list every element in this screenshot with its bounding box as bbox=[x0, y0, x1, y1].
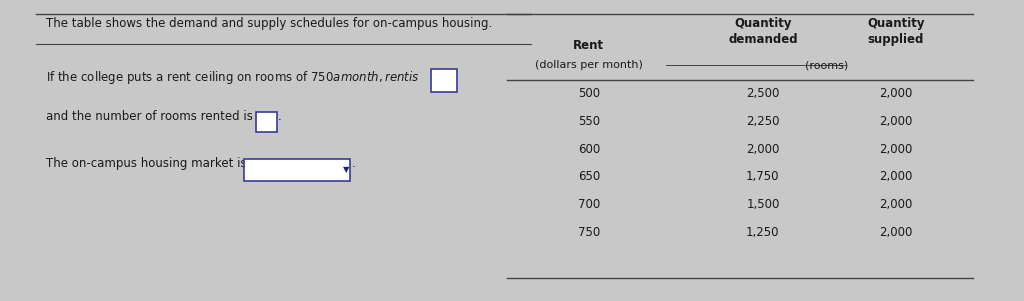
Text: .: . bbox=[351, 157, 355, 169]
Text: ▼: ▼ bbox=[343, 165, 349, 174]
Text: Quantity
supplied: Quantity supplied bbox=[867, 17, 925, 45]
Text: 550: 550 bbox=[578, 115, 600, 128]
Text: 2,000: 2,000 bbox=[880, 226, 912, 239]
FancyBboxPatch shape bbox=[244, 159, 350, 181]
Text: 750: 750 bbox=[578, 226, 600, 239]
Text: (rooms): (rooms) bbox=[805, 60, 849, 70]
Text: 2,000: 2,000 bbox=[880, 87, 912, 100]
Text: Rent: Rent bbox=[573, 39, 604, 52]
Text: 1,750: 1,750 bbox=[746, 170, 779, 183]
Text: .: . bbox=[279, 110, 282, 123]
Text: 2,000: 2,000 bbox=[746, 143, 779, 156]
Text: 2,000: 2,000 bbox=[880, 115, 912, 128]
Text: If the college puts a rent ceiling on rooms of $750 a month, rent is $: If the college puts a rent ceiling on ro… bbox=[46, 69, 419, 86]
FancyBboxPatch shape bbox=[256, 112, 276, 132]
Text: 700: 700 bbox=[578, 198, 600, 211]
Text: Quantity
demanded: Quantity demanded bbox=[728, 17, 798, 45]
Text: 650: 650 bbox=[578, 170, 600, 183]
Text: (dollars per month): (dollars per month) bbox=[535, 60, 643, 70]
Text: 1,250: 1,250 bbox=[746, 226, 779, 239]
Text: and the number of rooms rented is: and the number of rooms rented is bbox=[46, 110, 253, 123]
Text: 2,000: 2,000 bbox=[880, 198, 912, 211]
Text: 1,500: 1,500 bbox=[746, 198, 779, 211]
Text: 600: 600 bbox=[578, 143, 600, 156]
Text: 2,250: 2,250 bbox=[746, 115, 779, 128]
Text: 2,000: 2,000 bbox=[880, 170, 912, 183]
FancyBboxPatch shape bbox=[431, 69, 458, 92]
Text: 2,000: 2,000 bbox=[880, 143, 912, 156]
Text: The on-campus housing market is: The on-campus housing market is bbox=[46, 157, 247, 169]
Text: The table shows the demand and supply schedules for on-campus housing.: The table shows the demand and supply sc… bbox=[46, 17, 493, 29]
Text: 500: 500 bbox=[578, 87, 600, 100]
Text: 2,500: 2,500 bbox=[746, 87, 779, 100]
